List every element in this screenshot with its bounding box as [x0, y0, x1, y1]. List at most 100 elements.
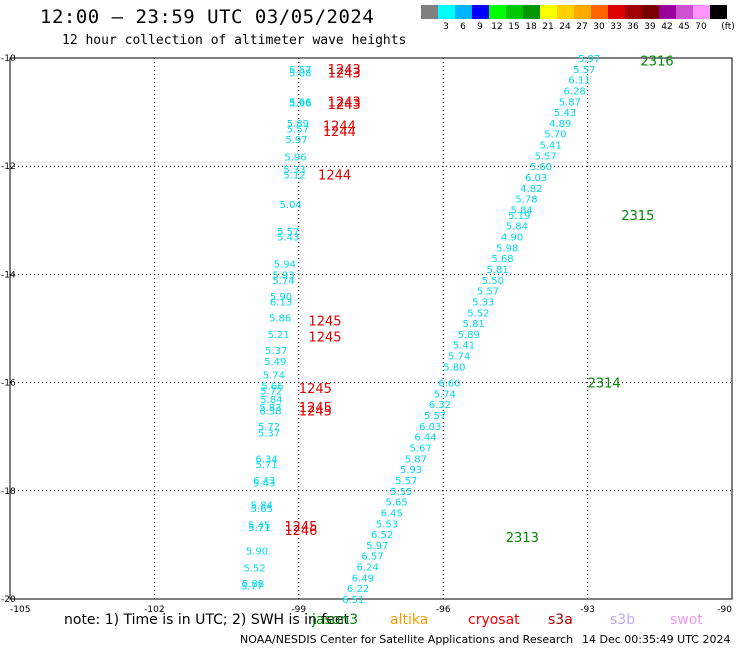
wave-height-point: 5.81	[462, 319, 484, 330]
y-tick-label: -12	[1, 162, 16, 172]
wave-height-point: 4.82	[520, 184, 542, 195]
pass-time-label: 1245	[299, 401, 332, 416]
pass-time-label: 1245	[284, 520, 317, 535]
scale-label: 9	[477, 22, 483, 32]
pass-time-label: 1245	[299, 405, 332, 420]
credit-line: NOAA/NESDIS Center for Satellite Applica…	[240, 633, 574, 646]
wave-height-point: 5.66	[261, 381, 283, 392]
scale-label: 15	[508, 22, 520, 32]
wave-height-point: 6.22	[347, 584, 369, 595]
pass-time-label: 2314	[588, 377, 621, 392]
wave-height-point: 5.68	[491, 254, 513, 265]
pass-time-label: 1245	[299, 382, 332, 397]
wave-height-point: 6.45	[381, 508, 403, 519]
wave-height-point: 5.19	[508, 211, 530, 222]
wave-height-point: 5.33	[472, 297, 494, 308]
wave-height-point: 5.52	[467, 308, 489, 319]
wave-height-point: 5.57	[535, 151, 557, 162]
footer-note: note: 1) Time is in UTC; 2) SWH is in fe…	[64, 612, 350, 628]
wave-height-point: 5.90	[270, 292, 292, 303]
wave-height-point: 6.52	[371, 530, 393, 541]
plot-frame	[9, 57, 733, 600]
wave-height-point: 6.32	[429, 400, 451, 411]
wave-height-point: 6.11	[568, 76, 590, 87]
scale-label: 45	[678, 22, 690, 32]
y-tick-label: -18	[1, 487, 16, 497]
y-tick-label: -14	[1, 270, 16, 280]
satellite-legend-s3a: s3a	[548, 612, 573, 628]
pass-time-label: 1245	[308, 331, 341, 346]
wave-height-point: 5.72	[258, 422, 280, 433]
scale-swatch	[642, 5, 659, 19]
scale-label: 3	[443, 22, 449, 32]
wave-height-point: 5.90	[246, 546, 268, 557]
axis-tick-labels: -105 -102 -99 -96 -93 -90 -10 -12 -14 -16 -18 -20	[1, 54, 732, 615]
wave-height-point: 5.84	[260, 395, 282, 406]
wave-height-point: 5.66	[289, 97, 311, 108]
wave-height-point: 5.57	[477, 287, 499, 298]
wave-height-point: 6.49	[352, 573, 374, 584]
grid-lines	[10, 58, 732, 599]
wave-height-point: 6.24	[357, 563, 379, 574]
wave-height-point: 6.28	[564, 86, 586, 97]
wave-height-point: 6.60	[438, 379, 460, 390]
pass-time-label: 1243	[328, 63, 361, 78]
satellite-legend-swot: swot	[670, 612, 703, 628]
wave-height-point: 6.51	[342, 595, 364, 606]
pass-time-label: 1244	[323, 125, 356, 140]
wave-height-point: 5.57	[289, 65, 311, 76]
scale-swatch	[608, 5, 625, 19]
wave-height-point: 5.96	[289, 98, 311, 109]
scale-label: 30	[593, 22, 605, 32]
x-tick-label: -99	[291, 605, 306, 615]
scale-label: 27	[576, 22, 588, 32]
y-tick-label: -16	[1, 379, 16, 389]
wave-height-point: 5.52	[243, 564, 265, 575]
wave-height-point: 5.57	[277, 227, 299, 238]
wave-height-point: 5.57	[424, 411, 446, 422]
satellite-legend-cryosat: cryosat	[468, 612, 520, 628]
scale-swatch	[625, 5, 642, 19]
wave-height-point: 5.93	[400, 465, 422, 476]
pass-time-label: 1244	[318, 168, 351, 183]
wave-height-point: 5.97	[366, 541, 388, 552]
satellite-legend-s3b: s3b	[610, 612, 636, 628]
wave-height-point: 5.50	[482, 276, 504, 287]
wave-height-point: 5.71	[255, 460, 277, 471]
wave-height-point: 6.43	[253, 476, 275, 487]
wave-height-point: 5.04	[280, 200, 302, 211]
pass-time-labels: 1243124312431243124412441244124512451245…	[284, 55, 673, 546]
x-tick-label: -105	[10, 605, 30, 615]
wave-height-point: 5.93	[272, 270, 294, 281]
wave-height-point: 5.89	[458, 330, 480, 341]
wave-height-point: 6.13	[270, 297, 292, 308]
wave-height-point: 5.97	[578, 54, 600, 65]
wave-height-point: 5.21	[268, 330, 290, 341]
wave-height-point: 6.03	[525, 173, 547, 184]
wave-height-point: 5.57	[573, 65, 595, 76]
scale-swatch	[472, 5, 489, 19]
scale-label: 36	[627, 22, 639, 32]
wave-height-point: 5.57	[395, 476, 417, 487]
wave-height-point: 5.08	[289, 69, 311, 80]
scale-swatch	[591, 5, 608, 19]
wave-height-point: 5.41	[453, 341, 475, 352]
wave-height-point: 6.34	[255, 454, 277, 465]
wave-height-point: 4.90	[501, 233, 523, 244]
satellite-legend-jason3: jason3	[312, 612, 359, 628]
scale-label: 70	[695, 22, 707, 32]
scale-swatch	[438, 5, 455, 19]
scale-label: 24	[559, 22, 571, 32]
wave-height-point: 6.44	[414, 433, 436, 444]
wave-height-point: 5.12	[283, 170, 305, 181]
wave-height-point: 5.37	[265, 346, 287, 357]
wave-height-point: 5.41	[539, 141, 561, 152]
wave-height-point: 5.74	[448, 352, 470, 363]
wave-height-point: 5.80	[443, 362, 465, 373]
wave-height-point: 5.89	[287, 119, 309, 130]
wave-height-point: 5.74	[263, 370, 285, 381]
wave-height-point: 5.49	[264, 357, 286, 368]
wave-height-point: 6.03	[419, 422, 441, 433]
scale-label: 21	[542, 22, 554, 32]
pass-time-label: 2316	[641, 55, 674, 70]
